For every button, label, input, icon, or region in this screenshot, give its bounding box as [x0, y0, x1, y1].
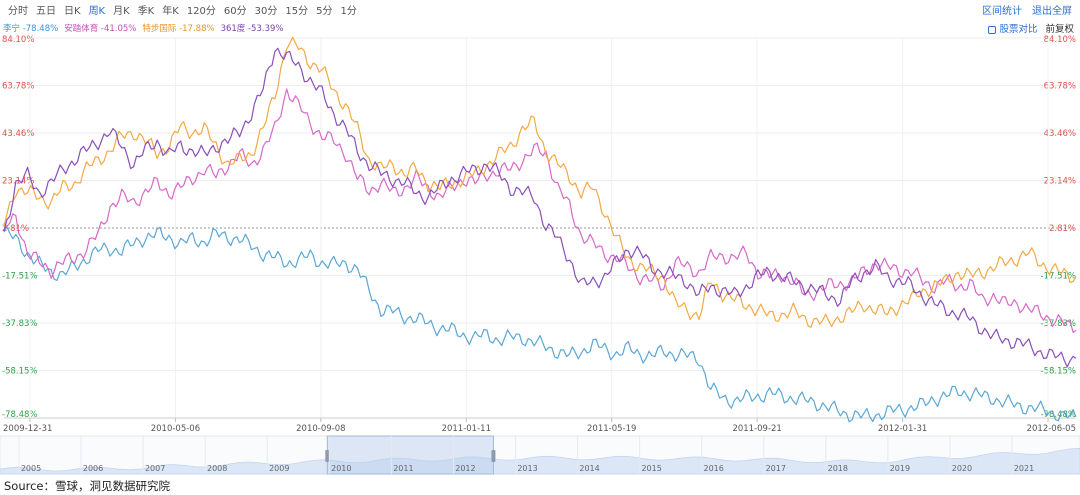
navigator-year-label: 2005	[21, 464, 41, 473]
legend-item[interactable]: 安踏体育 -41.05%	[64, 24, 137, 34]
interval-stats-button[interactable]: 区间统计	[982, 6, 1022, 17]
y-tick-label-left: -58.15%	[2, 366, 37, 376]
legend-item[interactable]: 特步国际 -17.88%	[142, 24, 215, 34]
period-tab[interactable]: 五日	[36, 6, 56, 17]
y-tick-label-right: 2.81%	[1049, 224, 1076, 234]
period-tab[interactable]: 年K	[162, 6, 179, 17]
navigator-year-label: 2007	[145, 464, 165, 473]
navigator-year-label: 2006	[83, 464, 103, 473]
navigator-handle-left	[325, 450, 330, 462]
navigator-area	[0, 447, 1080, 475]
navigator-year-label: 2013	[517, 464, 537, 473]
legend-item[interactable]: 李宁 -78.48%	[3, 24, 59, 34]
navigator-year-label: 2020	[952, 464, 972, 473]
navigator-year-label: 2009	[269, 464, 289, 473]
navigator-handle-right	[491, 450, 496, 462]
period-tab[interactable]: 120分	[186, 6, 216, 17]
y-tick-label-left: 84.10%	[2, 35, 34, 45]
navigator-year-label: 2018	[828, 464, 848, 473]
y-tick-label-left: -78.48%	[2, 410, 37, 420]
source-caption: Source：雪球，洞见数据研究院	[4, 479, 170, 493]
period-tab[interactable]: 季K	[137, 6, 155, 17]
navigator-selection	[326, 435, 494, 475]
series-line	[3, 47, 1077, 368]
navigator-year-label: 2019	[890, 464, 910, 473]
y-tick-label-right: -17.51%	[1041, 271, 1076, 281]
period-tab[interactable]: 1分	[340, 6, 357, 17]
series-legend: 李宁 -78.48% 安踏体育 -41.05% 特步国际 -17.88% 361度 -…	[3, 24, 283, 35]
top-right-actions: 区间统计 退出全屏	[982, 5, 1072, 19]
period-tab[interactable]: 5分	[316, 6, 333, 17]
legend-item[interactable]: 361度 -53.39%	[220, 24, 284, 34]
x-tick-label: 2010-09-08	[296, 424, 345, 434]
y-tick-label-left: 43.46%	[2, 129, 34, 139]
x-tick-label: 2011-09-21	[732, 424, 781, 434]
stock-compare-button[interactable]: 股票对比	[988, 24, 1037, 36]
navigator-year-label: 2008	[207, 464, 227, 473]
y-tick-label-left: 2.81%	[2, 224, 29, 234]
series-line	[3, 88, 1077, 333]
y-tick-label-right: -58.15%	[1041, 366, 1076, 376]
period-tabs: 分时 五日 日K 周K 月K 季K 年K 120分 60分 30分 15分 5分 1分	[5, 5, 362, 19]
navigator-year-label: 2015	[641, 464, 661, 473]
navigator-year-label: 2012	[455, 464, 475, 473]
y-tick-label-right: 63.78%	[1044, 81, 1076, 91]
period-tab[interactable]: 月K	[113, 6, 130, 17]
chart-toolbar: 分时 五日 日K 周K 月K 季K 年K 120分 60分 30分 15分 5分 1分 区间统计 退出全…	[0, 0, 1080, 22]
x-tick-label: 2011-01-11	[442, 424, 491, 434]
period-tab[interactable]: 60分	[223, 6, 247, 17]
navigator-year-label: 2014	[579, 464, 599, 473]
period-tab[interactable]: 15分	[285, 6, 309, 17]
y-tick-label-right: 84.10%	[1044, 35, 1076, 45]
x-tick-label: 2009-12-31	[3, 424, 52, 434]
navigator-year-label: 2021	[1014, 464, 1034, 473]
navigator-year-label: 2011	[393, 464, 413, 473]
x-tick-label: 2012-01-31	[878, 424, 927, 434]
y-tick-label-right: -37.83%	[1041, 319, 1076, 329]
y-tick-label-right: 43.46%	[1044, 129, 1076, 139]
y-tick-label-left: -37.83%	[2, 319, 37, 329]
y-tick-label-left: 63.78%	[2, 81, 34, 91]
y-tick-label-right: -78.48%	[1041, 410, 1076, 420]
navigator-year-label: 2016	[704, 464, 724, 473]
y-tick-label-right: 23.14%	[1044, 176, 1076, 186]
comparison-chart[interactable]: 84.10% 84.10% 63.78% 63.78% 43.46% 43.46% 23.1…	[0, 0, 1080, 478]
exit-fullscreen-button[interactable]: 退出全屏	[1032, 6, 1072, 17]
period-tab[interactable]: 周K	[88, 6, 106, 17]
x-tick-label: 2011-05-19	[587, 424, 636, 434]
stock-compare-label: 股票对比	[999, 24, 1038, 35]
period-tab[interactable]: 日K	[64, 6, 81, 17]
navigator-year-label: 2010	[331, 464, 351, 473]
series-line	[3, 226, 1077, 423]
adjust-type-button[interactable]: 前复权	[1045, 24, 1074, 35]
compare-icon	[988, 26, 997, 34]
x-tick-label: 2012-06-05	[1027, 424, 1076, 434]
x-tick-label: 2010-05-06	[151, 424, 200, 434]
period-tab[interactable]: 30分	[254, 6, 278, 17]
chart-controls: 股票对比 前复权	[988, 24, 1074, 36]
y-tick-label-left: 23.14%	[2, 176, 34, 186]
series-line	[3, 36, 1077, 328]
navigator-year-label: 2017	[766, 464, 786, 473]
period-tab[interactable]: 分时	[8, 6, 28, 17]
y-tick-label-left: -17.51%	[2, 271, 37, 281]
